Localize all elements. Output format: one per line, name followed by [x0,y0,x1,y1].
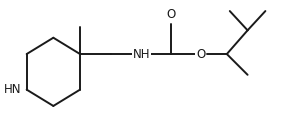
Text: HN: HN [4,83,21,96]
Text: NH: NH [133,47,150,61]
Text: O: O [167,8,176,21]
Text: O: O [196,47,205,61]
